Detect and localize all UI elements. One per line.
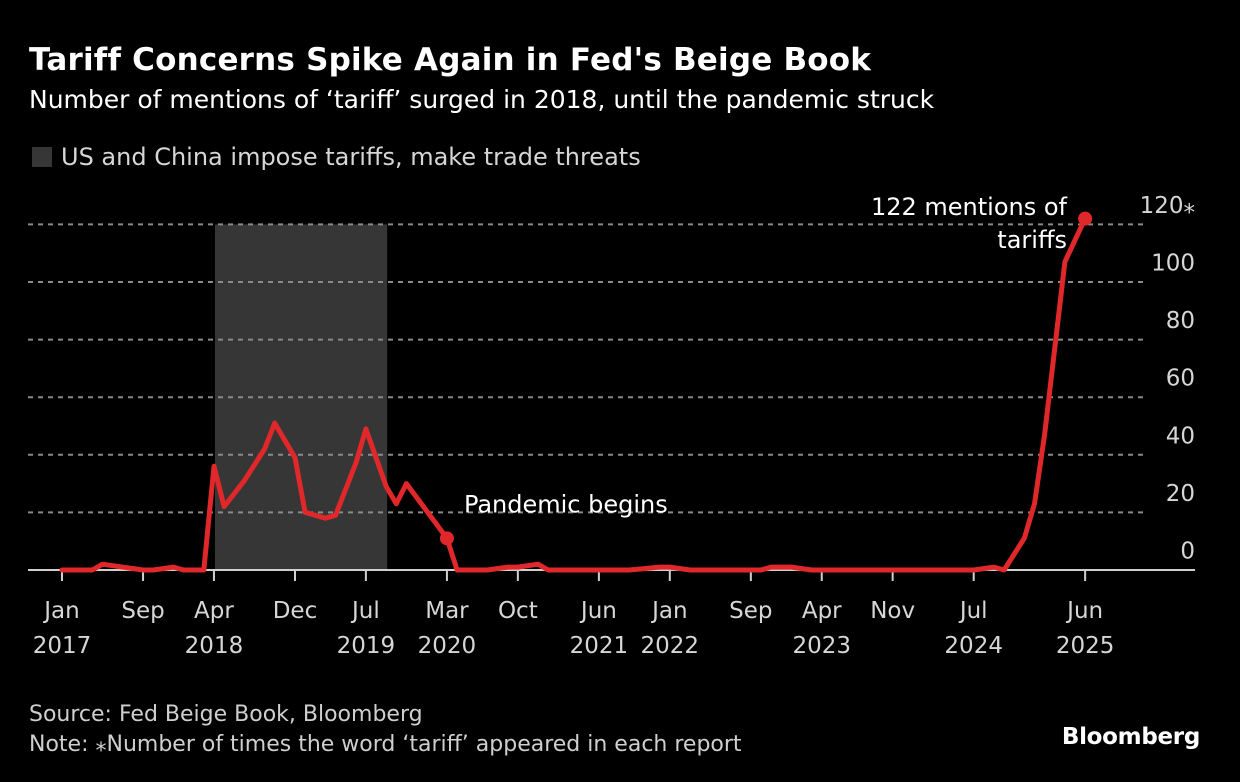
y-tick-label: 120⁎ (1140, 193, 1195, 219)
legend-swatch-shaded-period (32, 147, 52, 167)
x-tick-label-month: Jan (650, 598, 687, 624)
x-tick-label-month: Apr (194, 598, 234, 624)
x-tick-label-month: Oct (498, 598, 538, 624)
y-tick-label: 80 (1166, 308, 1195, 334)
x-tick-label-year: 2024 (944, 633, 1003, 659)
legend-label: US and China impose tariffs, make trade … (61, 143, 641, 171)
gridlines (28, 223, 1146, 514)
footnote: Note: ⁎Number of times the word ‘tariff’… (29, 732, 742, 757)
pandemic-annotation: Pandemic begins (464, 490, 668, 518)
x-tick-label-month: Jul (958, 598, 988, 624)
peak-marker-dot (1078, 211, 1093, 226)
x-tick-label-year: 2025 (1056, 633, 1115, 659)
peak-annotation-line: 122 mentions of (871, 193, 1068, 221)
x-tick-label-month: Jan (42, 598, 79, 624)
bloomberg-logo: Bloomberg (1061, 724, 1200, 750)
y-tick-label: 20 (1166, 481, 1195, 507)
footer: Source: Fed Beige Book, Bloomberg Note: … (29, 700, 742, 760)
x-tick-label-month: Nov (870, 598, 915, 624)
peak-annotation-line: tariffs (997, 226, 1067, 254)
chart-subtitle: Number of mentions of ‘tariff’ surged in… (29, 85, 935, 114)
series-line-tariff-mentions (59, 216, 1088, 573)
x-tick-label-year: 2020 (418, 633, 477, 659)
y-tick-label: 40 (1166, 423, 1195, 449)
x-tick-label-month: Dec (273, 598, 318, 624)
x-tick-label-year: 2017 (33, 633, 92, 659)
y-tick-label: 100 (1151, 251, 1195, 277)
x-tick-label-month: Jun (1065, 598, 1103, 624)
series-layer (59, 216, 1088, 573)
x-tick-label-month: Sep (729, 598, 772, 624)
x-tick-label-year: 2018 (185, 633, 244, 659)
x-tick-label-month: Apr (802, 598, 842, 624)
x-tick-label-month: Mar (425, 598, 469, 624)
x-tick-label-month: Jul (350, 598, 380, 624)
x-tick-label-month: Jun (579, 598, 617, 624)
y-tick-label: 0 (1180, 539, 1195, 565)
y-tick-label: 60 (1166, 366, 1195, 392)
x-tick-label-month: Sep (121, 598, 164, 624)
x-tick-label-year: 2022 (641, 633, 700, 659)
y-axis: 0 20 40 60 80 100 120⁎ (1140, 193, 1195, 565)
x-axis: Jan 2017 Sep Apr 2018 Dec Jul 2019 Mar 2020 Oct Jun… (28, 569, 1195, 659)
chart-title: Tariff Concerns Spike Again in Fed's Bei… (29, 42, 872, 78)
line-chart: Jan 2017 Sep Apr 2018 Dec Jul 2019 Mar 2020 Oct Jun… (28, 193, 1195, 659)
x-tick-label-year: 2019 (337, 633, 396, 659)
legend: US and China impose tariffs, make trade … (32, 143, 641, 171)
annotations: Pandemic begins 122 mentions of tariffs (439, 193, 1093, 546)
x-tick-label-year: 2023 (792, 633, 851, 659)
source-note: Source: Fed Beige Book, Bloomberg (29, 702, 423, 727)
x-tick-label-year: 2021 (570, 633, 629, 659)
pandemic-marker-dot (439, 531, 454, 546)
